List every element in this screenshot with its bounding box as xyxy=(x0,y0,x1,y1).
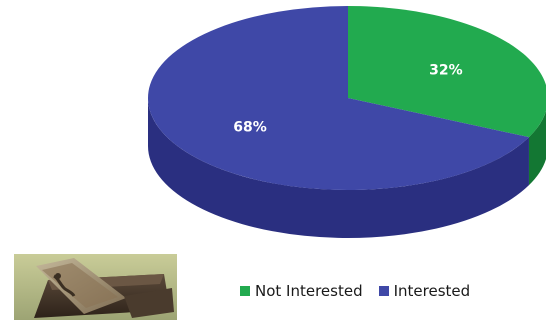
casket-image xyxy=(14,254,177,320)
legend: Not Interested Interested xyxy=(240,282,486,300)
pie-label-interested: 68% xyxy=(233,120,267,136)
legend-label-not-interested: Not Interested xyxy=(255,282,363,300)
legend-swatch-not-interested xyxy=(240,286,250,296)
legend-label-interested: Interested xyxy=(393,282,471,300)
pie-side-not-interested xyxy=(528,110,546,186)
legend-swatch-interested xyxy=(378,286,389,296)
pie-label-not-interested: 32% xyxy=(429,62,463,78)
pie-slice-not-interested xyxy=(348,6,546,138)
pie-slice-interested xyxy=(147,6,529,190)
legend-item-interested: Interested xyxy=(378,282,471,300)
pie-side-interested xyxy=(148,98,529,238)
legend-item-not-interested: Not Interested xyxy=(240,282,363,300)
